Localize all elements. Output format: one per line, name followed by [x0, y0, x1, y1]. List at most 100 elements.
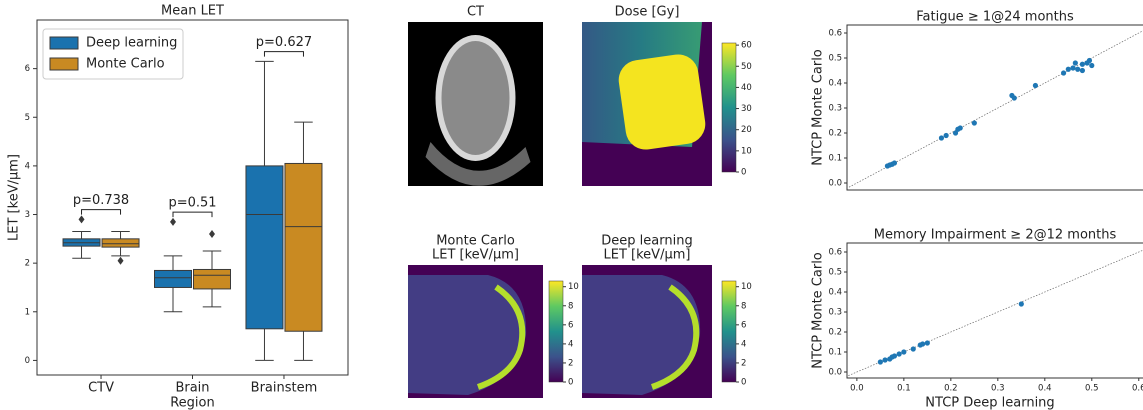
y-tick-label: 0.6 [828, 248, 842, 258]
x-tick-label: 0.2 [944, 384, 958, 394]
x-tick-label: 0.6 [1132, 384, 1143, 394]
x-tick-label: 0.3 [991, 384, 1005, 394]
box [102, 239, 139, 247]
point [892, 353, 897, 358]
chart-title: Fatigue ≥ 1@24 months [916, 10, 1074, 25]
outlier [170, 218, 176, 226]
p-value: p=0.738 [73, 193, 129, 208]
colorbar-tick-label: 8 [568, 301, 573, 311]
colorbar-tick-label: 10 [741, 282, 752, 292]
point [1019, 301, 1024, 306]
point [939, 135, 944, 140]
outlier [79, 215, 85, 223]
y-tick-label: 0.0 [828, 179, 842, 189]
y-tick-label: 0.5 [828, 54, 842, 64]
legend-swatch [50, 58, 78, 70]
y-tick-label: 0.0 [828, 368, 842, 378]
y-tick-label: 0.6 [828, 29, 842, 39]
point [1061, 70, 1066, 75]
chart-title: Memory Impairment ≥ 2@12 months [874, 228, 1117, 243]
y-tick-label: 0.2 [828, 328, 842, 338]
point [1033, 83, 1038, 88]
point [1073, 60, 1078, 65]
y-tick-label: 5 [25, 113, 30, 123]
point [1066, 67, 1071, 72]
point [901, 349, 906, 354]
image-title: LET [keV/µm] [604, 248, 691, 263]
ct-brain [442, 41, 510, 155]
image-title: CT [467, 5, 484, 20]
colorbar-tick-label: 4 [741, 339, 746, 349]
colorbar-tick-label: 4 [568, 339, 573, 349]
box [285, 163, 322, 331]
x-axis-label: NTCP Deep learning [925, 396, 1054, 410]
point [944, 133, 949, 138]
y-tick-label: 2 [25, 259, 30, 269]
figure: Mean LET LET [keV/µm] Region 0 1 2 3 4 5 6 CTV p=0.… [0, 0, 1143, 410]
outlier [209, 230, 215, 238]
y-tick-label: 0.3 [828, 308, 842, 318]
y-tick-label: 3 [25, 210, 30, 220]
x-tick-label: 0.5 [1085, 384, 1099, 394]
colorbar-tick-label: 50 [741, 62, 752, 72]
point [911, 346, 916, 351]
y-tick-label: 0.4 [828, 288, 842, 298]
colorbar-tick-label: 60 [741, 41, 752, 51]
x-tick-label: CTV [88, 381, 114, 396]
y-tick-label: 0.3 [828, 104, 842, 114]
point [1070, 65, 1075, 70]
x-axis-label: Region [170, 396, 215, 410]
y-tick-label: 0.4 [828, 79, 842, 89]
legend-label: Deep learning [86, 36, 177, 51]
point [882, 357, 887, 362]
colorbar-tick-label: 0 [741, 168, 746, 178]
x-tick-label: 0.4 [1038, 384, 1052, 394]
colorbar [549, 281, 563, 382]
colorbar [722, 281, 736, 382]
plot-clip [843, 243, 1143, 378]
point [1089, 63, 1094, 68]
point [897, 351, 902, 356]
image-title: Dose [Gy] [615, 5, 680, 20]
y-tick-label: 1 [25, 307, 30, 317]
colorbar-tick-label: 30 [741, 104, 752, 114]
image-title: Deep learning [601, 234, 692, 249]
image-title: Monte Carlo [436, 234, 515, 249]
y-tick-label: 4 [25, 161, 30, 171]
colorbar-tick-label: 10 [741, 146, 752, 156]
outlier [118, 257, 124, 265]
colorbar-tick-label: 2 [741, 358, 746, 368]
y-tick-label: 0.1 [828, 154, 842, 164]
box [194, 269, 231, 288]
x-tick-label: Brainstem [251, 381, 318, 396]
point [1075, 67, 1080, 72]
bracket [82, 210, 121, 215]
colorbar [722, 43, 736, 172]
point [1012, 95, 1017, 100]
plot-clip [844, 25, 1143, 190]
point [925, 340, 930, 345]
x-tick-label: 0.1 [897, 384, 911, 394]
y-axis-label: NTCP Monte Carlo [811, 252, 826, 369]
y-tick-label: 0.2 [828, 129, 842, 139]
x-tick-label: 0.0 [850, 384, 864, 394]
bracket [264, 52, 303, 57]
y-axis-label: LET [keV/µm] [7, 154, 22, 241]
p-value: p=0.51 [168, 196, 216, 211]
colorbar-tick-label: 0 [741, 378, 746, 388]
chart-title: Mean LET [161, 4, 224, 19]
colorbar-tick-label: 2 [568, 358, 573, 368]
colorbar-tick-label: 20 [741, 125, 752, 135]
colorbar-tick-label: 6 [568, 320, 573, 330]
legend-swatch [50, 37, 78, 49]
box [246, 166, 283, 329]
colorbar-tick-label: 8 [741, 301, 746, 311]
box [155, 270, 192, 287]
point [892, 160, 897, 165]
x-tick-label: Brain [175, 381, 209, 396]
point [1087, 58, 1092, 63]
y-axis-label: NTCP Monte Carlo [811, 49, 826, 166]
dose-target [616, 52, 708, 152]
bracket [173, 212, 212, 217]
y-tick-label: 0.5 [828, 268, 842, 278]
